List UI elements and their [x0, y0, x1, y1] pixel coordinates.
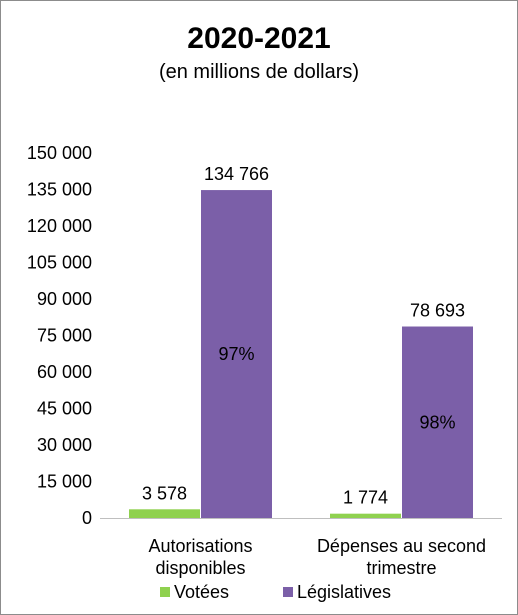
- chart-title: 2020-2021: [187, 22, 330, 55]
- y-axis: 0 15 000 30 000 45 000 60 000 75 000 90 000 105…: [27, 143, 92, 528]
- legend-swatch: [160, 587, 170, 597]
- y-tick-label: 0: [82, 508, 92, 528]
- y-tick-label: 90 000: [37, 289, 92, 309]
- y-tick-label: 105 000: [27, 253, 92, 273]
- y-tick-label: 150 000: [27, 143, 92, 163]
- y-tick-label: 30 000: [37, 435, 92, 455]
- data-label: 1 774: [343, 488, 388, 508]
- y-tick-label: 60 000: [37, 362, 92, 382]
- chart-subtitle: (en millions de dollars): [159, 61, 359, 83]
- y-tick-label: 75 000: [37, 326, 92, 346]
- data-label: 3 578: [142, 483, 187, 503]
- bar-votees: [330, 513, 401, 518]
- bar-legislatives: [201, 190, 272, 518]
- legend: Votées Législatives: [160, 582, 391, 602]
- legend-label: Législatives: [297, 582, 391, 602]
- data-label: 78 693: [410, 301, 465, 321]
- category-label: Dépenses au second: [317, 536, 486, 556]
- y-tick-label: 135 000: [27, 180, 92, 200]
- bar-votees: [129, 509, 200, 518]
- bars: 3 578 134 766 97% 1 774 78 693 98%: [129, 164, 473, 518]
- y-tick-label: 15 000: [37, 472, 92, 492]
- category-label: trimestre: [366, 558, 436, 578]
- y-tick-label: 45 000: [37, 399, 92, 419]
- y-tick-label: 120 000: [27, 216, 92, 236]
- legend-swatch: [283, 587, 293, 597]
- percent-label: 97%: [218, 344, 254, 364]
- data-label: 134 766: [204, 164, 269, 184]
- category-label: Autorisations: [148, 536, 252, 556]
- bar-legislatives: [402, 326, 473, 518]
- percent-label: 98%: [419, 412, 455, 432]
- legend-label: Votées: [174, 582, 229, 602]
- category-label: disponibles: [155, 558, 245, 578]
